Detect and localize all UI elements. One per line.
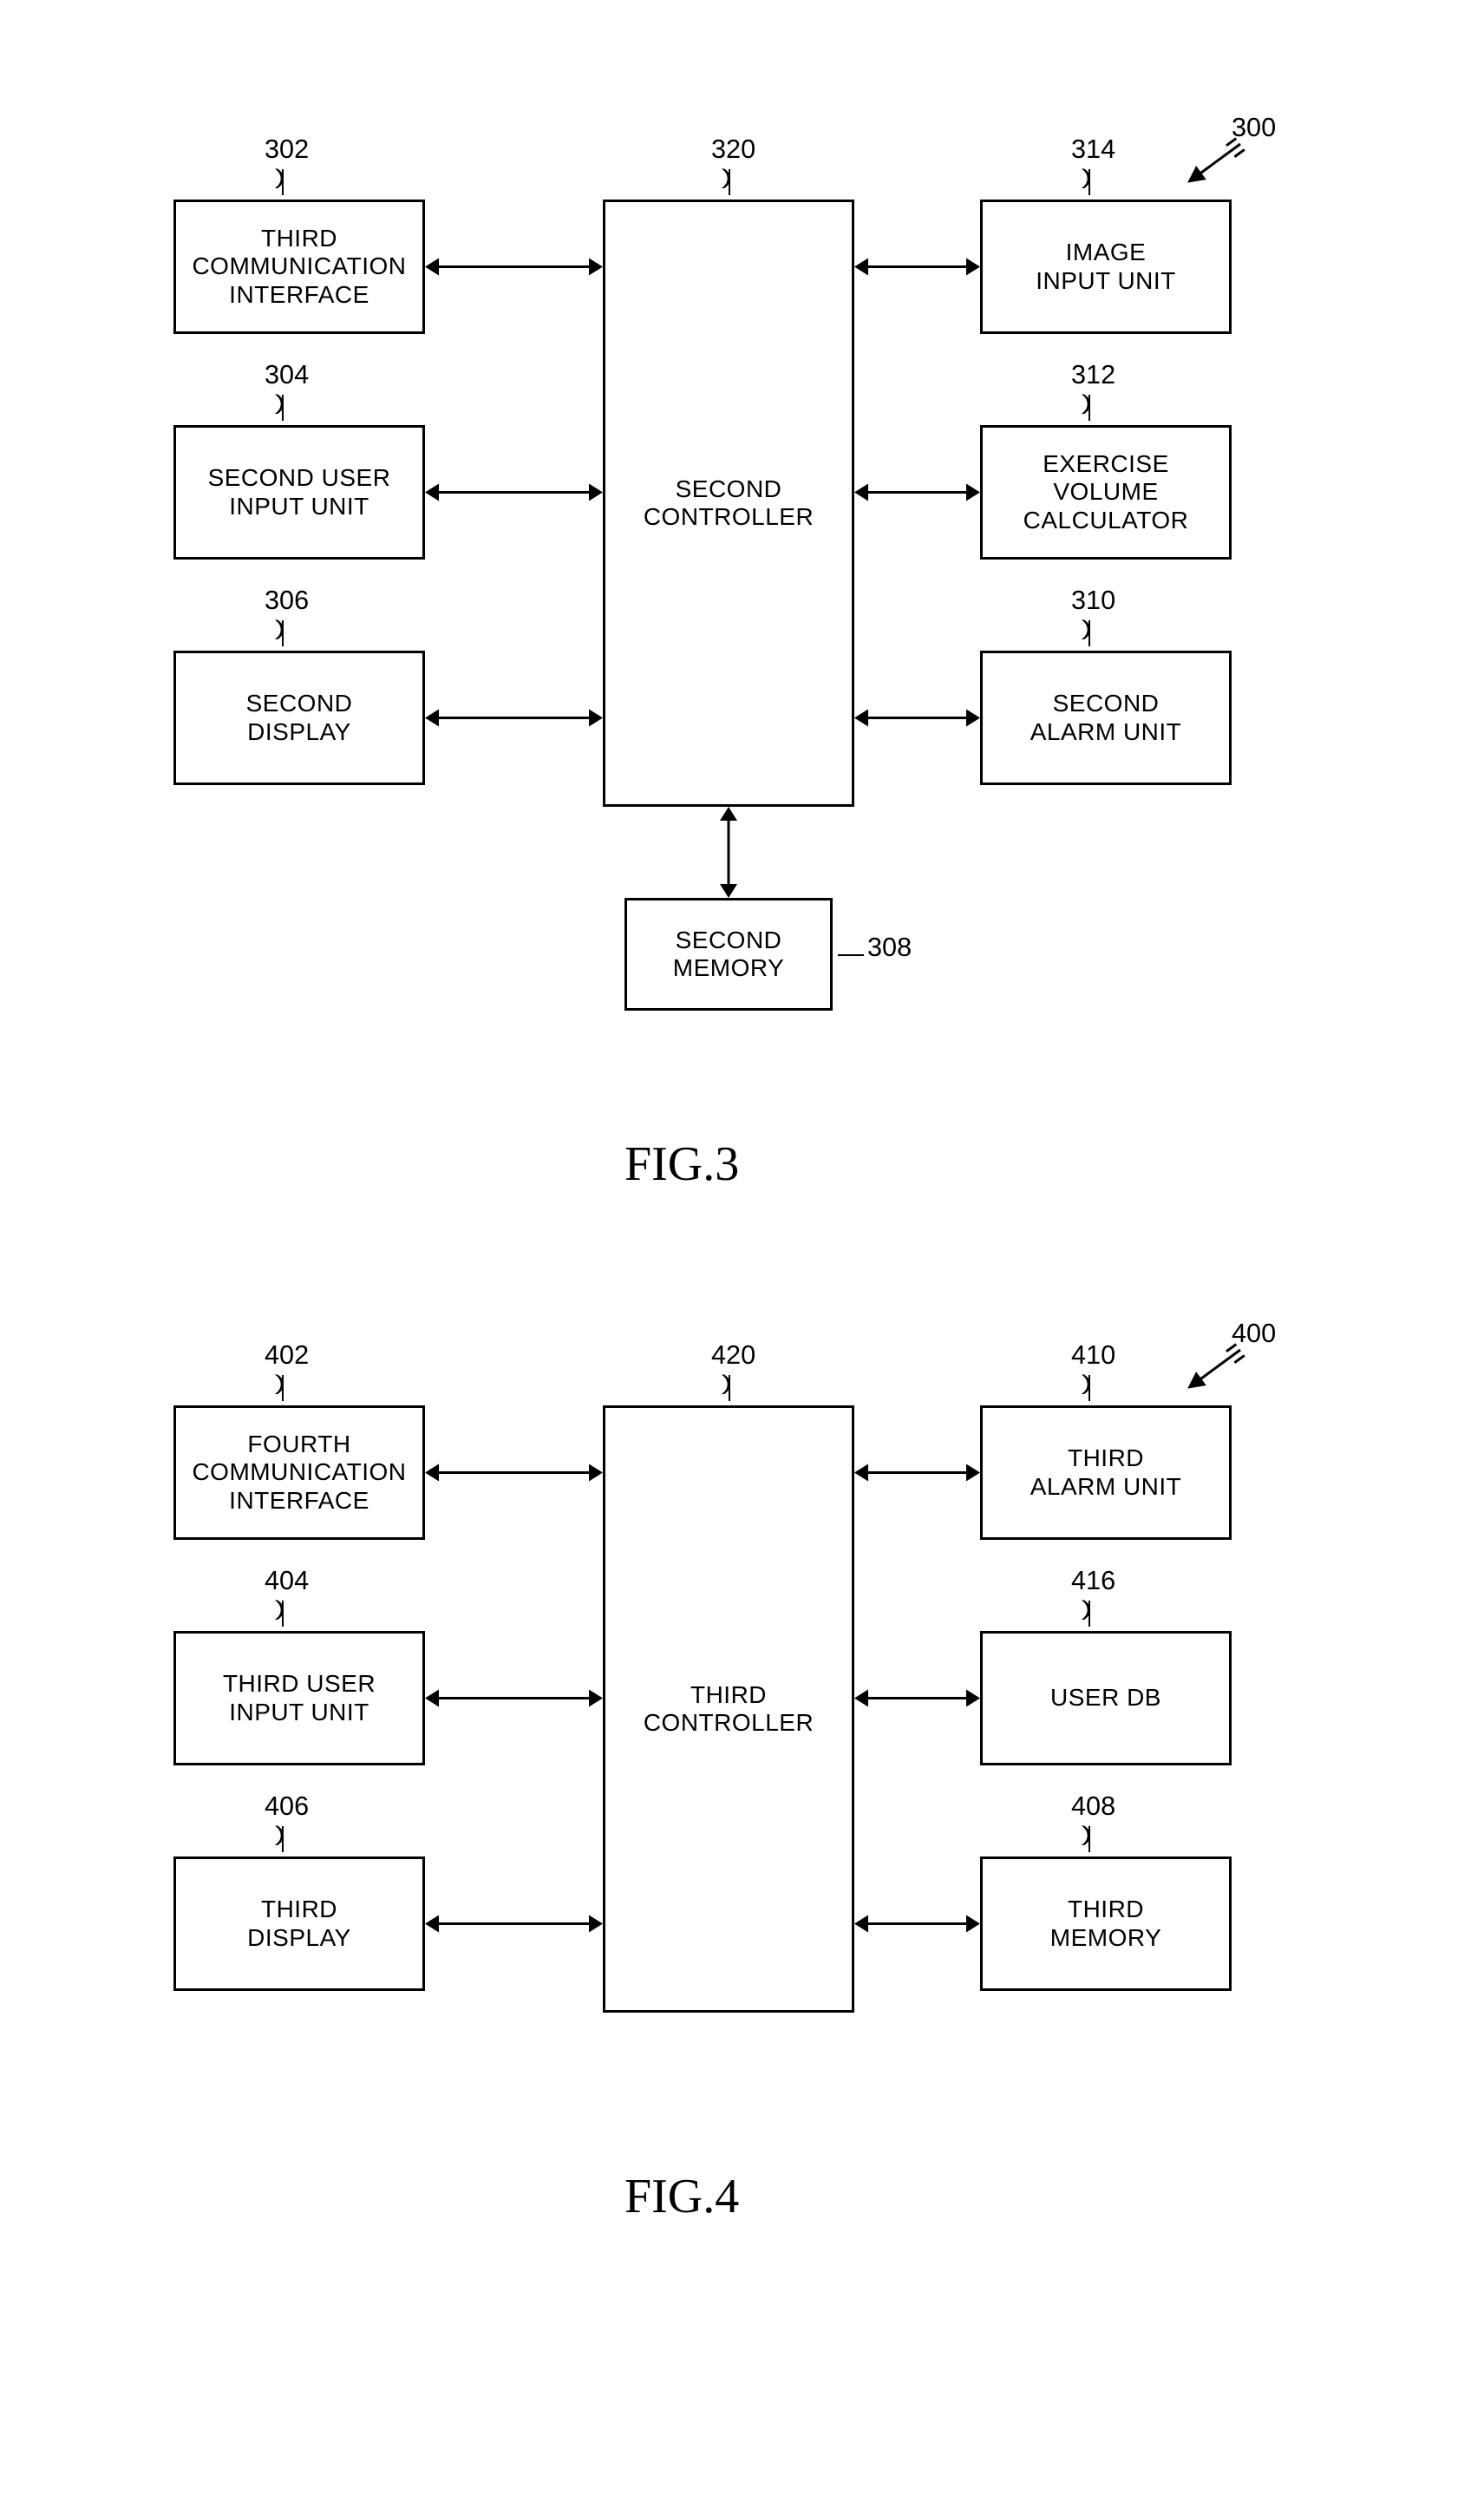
leader-line	[729, 1375, 730, 1401]
block-label: THIRD ALARM UNIT	[1030, 1444, 1182, 1500]
leader-line	[282, 169, 284, 195]
block-fig4-userdb: USER DB	[980, 1631, 1232, 1765]
leader-line	[282, 1826, 284, 1852]
patent-figure-page: SECOND CONTROLLER 320 THIRD COMMUNICATION …	[0, 0, 1484, 2508]
block-fig3-uinput: SECOND USER INPUT UNIT	[173, 425, 425, 560]
ref-label-306: 306	[265, 586, 309, 616]
ref-label-312: 312	[1071, 360, 1115, 390]
block-label: SECOND USER INPUT UNIT	[208, 464, 391, 520]
block-fig3-mem: SECOND MEMORY	[624, 898, 833, 1011]
ref-label-314: 314	[1071, 134, 1115, 165]
assembly-ref-400: 400	[1232, 1319, 1276, 1349]
block-label: THIRD COMMUNICATION INTERFACE	[192, 225, 406, 309]
ref-label-410: 410	[1071, 1340, 1115, 1371]
block-label: THIRD CONTROLLER	[644, 1681, 814, 1737]
block-fig4-uinput: THIRD USER INPUT UNIT	[173, 1631, 425, 1765]
block-fig3-ctrl: SECOND CONTROLLER	[603, 200, 854, 807]
leader-line	[729, 169, 730, 195]
leader-line	[282, 395, 284, 421]
block-label: FOURTH COMMUNICATION INTERFACE	[192, 1431, 406, 1515]
assembly-ref-300: 300	[1232, 113, 1276, 143]
leader-line	[1088, 1826, 1090, 1852]
block-label: USER DB	[1050, 1684, 1161, 1712]
leader-line	[282, 1375, 284, 1401]
block-fig3-imgin: IMAGE INPUT UNIT	[980, 200, 1232, 334]
block-fig4-alarm: THIRD ALARM UNIT	[980, 1405, 1232, 1540]
ref-label-308: 308	[867, 933, 912, 963]
ref-label-304: 304	[265, 360, 309, 390]
leader-line	[1088, 1375, 1090, 1401]
leader-line	[282, 1601, 284, 1627]
leader-line	[1088, 620, 1090, 646]
ref-label-416: 416	[1071, 1566, 1115, 1596]
leader-line	[282, 620, 284, 646]
ref-label-404: 404	[265, 1566, 309, 1596]
block-fig3-comm: THIRD COMMUNICATION INTERFACE	[173, 200, 425, 334]
block-fig4-disp: THIRD DISPLAY	[173, 1856, 425, 1991]
block-fig3-exvol: EXERCISE VOLUME CALCULATOR	[980, 425, 1232, 560]
ref-label-406: 406	[265, 1791, 309, 1822]
block-label: SECOND DISPLAY	[246, 690, 353, 745]
leader-line	[1088, 395, 1090, 421]
figure-caption-fig3: FIG.3	[624, 1136, 739, 1192]
ref-label-402: 402	[265, 1340, 309, 1371]
block-label: IMAGE INPUT UNIT	[1036, 239, 1176, 294]
leader-line	[1088, 169, 1090, 195]
block-fig4-ctrl: THIRD CONTROLLER	[603, 1405, 854, 2013]
block-label: SECOND ALARM UNIT	[1030, 690, 1182, 745]
figure-caption-fig4: FIG.4	[624, 2169, 739, 2224]
block-label: EXERCISE VOLUME CALCULATOR	[1023, 450, 1189, 534]
block-label: THIRD DISPLAY	[247, 1896, 351, 1951]
block-label: THIRD MEMORY	[1050, 1896, 1162, 1951]
block-fig4-mem: THIRD MEMORY	[980, 1856, 1232, 1991]
ref-label-302: 302	[265, 134, 309, 165]
block-label: SECOND MEMORY	[673, 927, 785, 982]
block-label: SECOND CONTROLLER	[644, 475, 814, 531]
block-label: THIRD USER INPUT UNIT	[223, 1670, 376, 1725]
block-fig4-comm: FOURTH COMMUNICATION INTERFACE	[173, 1405, 425, 1540]
leader-line	[838, 954, 864, 956]
block-fig3-alarm: SECOND ALARM UNIT	[980, 651, 1232, 785]
ref-label-310: 310	[1071, 586, 1115, 616]
ref-label-420: 420	[711, 1340, 755, 1371]
leader-line	[1088, 1601, 1090, 1627]
block-fig3-disp: SECOND DISPLAY	[173, 651, 425, 785]
ref-label-320: 320	[711, 134, 755, 165]
ref-label-408: 408	[1071, 1791, 1115, 1822]
